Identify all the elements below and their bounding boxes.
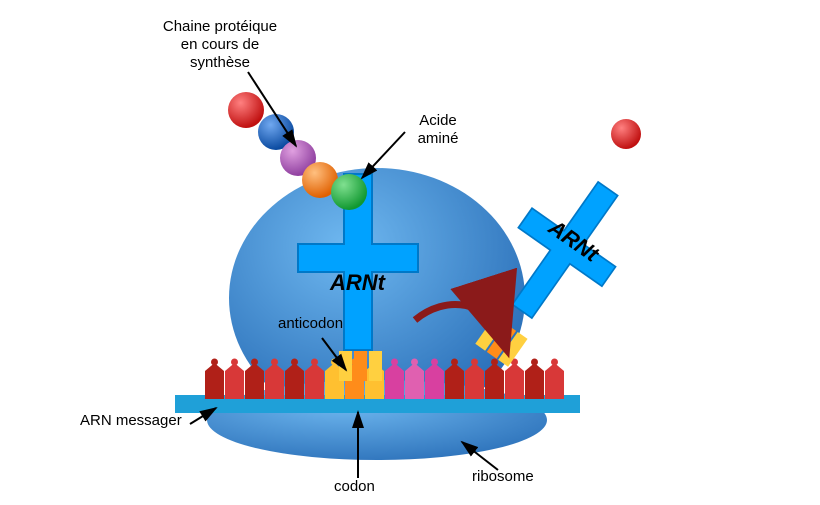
codon-unit	[545, 363, 564, 399]
codon-knob	[251, 359, 258, 366]
label-anticodon: anticodon	[278, 315, 343, 333]
label-amino: Acide aminé	[408, 112, 468, 148]
codon-knob	[411, 359, 418, 366]
codon-unit	[205, 363, 224, 399]
label-codon: codon	[334, 478, 375, 496]
label-chain: Chaine protéique en cours de synthèse	[150, 18, 290, 72]
codon-knob	[231, 359, 238, 366]
codon-knob	[471, 359, 478, 366]
label-trna-1: ARNt	[330, 270, 385, 296]
amino-acid-bead	[611, 119, 641, 149]
codon-unit	[525, 363, 544, 399]
codon-knob	[451, 359, 458, 366]
codon-unit	[225, 363, 244, 399]
codon-knob	[551, 359, 558, 366]
codon-knob	[531, 359, 538, 366]
label-ribosome: ribosome	[472, 468, 534, 486]
codon-knob	[291, 359, 298, 366]
codon-knob	[271, 359, 278, 366]
label-mrna: ARN messager	[80, 412, 182, 430]
codon-knob	[391, 359, 398, 366]
codon-knob	[311, 359, 318, 366]
anticodon-stubs-1	[339, 351, 382, 381]
codon-knob	[431, 359, 438, 366]
codon-knob	[491, 359, 498, 366]
codon-knob	[211, 359, 218, 366]
codon-unit	[505, 363, 524, 399]
